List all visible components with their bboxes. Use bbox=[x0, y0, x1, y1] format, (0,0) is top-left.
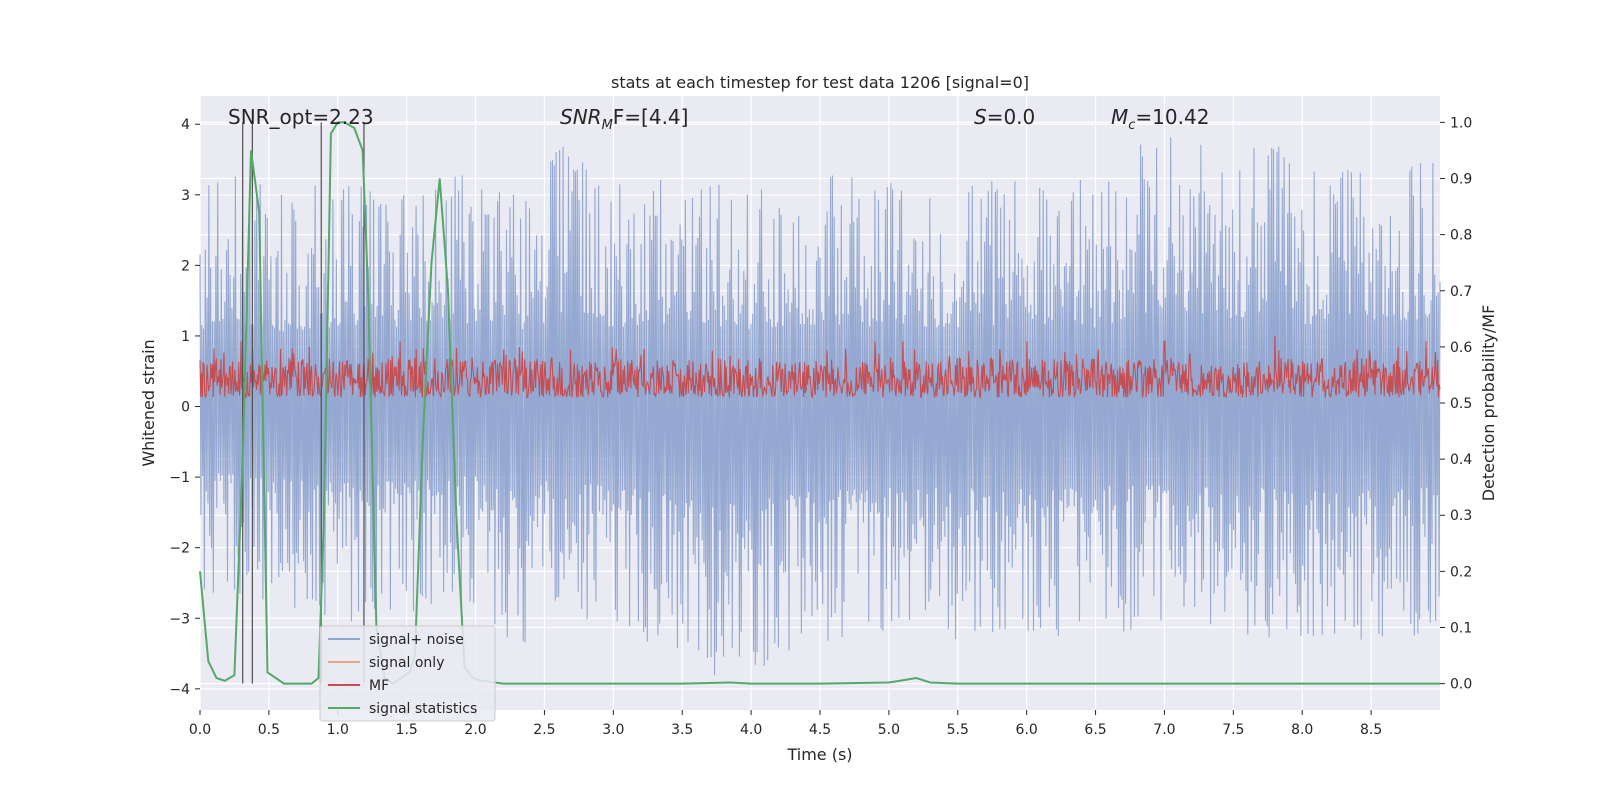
annotation-mc-prefix: M bbox=[1111, 105, 1128, 129]
x-tick-label: 4.0 bbox=[740, 722, 762, 738]
legend-box bbox=[319, 625, 496, 722]
y-tick-label: 2 bbox=[181, 258, 190, 274]
y2-tick-label: 0.1 bbox=[1450, 620, 1472, 636]
annotation-snr-mf: SNRMF=[4.4] bbox=[560, 105, 688, 133]
annotation-snr-mf-prefix: SNR bbox=[560, 105, 602, 129]
y-axis-label: Whitened strain bbox=[139, 339, 158, 466]
annotation-snr-mf-sub: M bbox=[602, 118, 613, 133]
annotation-mc-sub: c bbox=[1128, 118, 1135, 133]
y-tick-label: −3 bbox=[169, 611, 190, 627]
annotation-s-value: =0.0 bbox=[987, 105, 1036, 129]
y2-axis-label: Detection probability/MF bbox=[1479, 305, 1498, 502]
x-tick-label: 6.5 bbox=[1084, 722, 1106, 738]
mf-line bbox=[199, 335, 1441, 400]
x-tick-label: 5.5 bbox=[947, 722, 969, 738]
y-tick-label: 3 bbox=[181, 188, 190, 204]
x-tick-label: 3.5 bbox=[671, 722, 693, 738]
y2-tick-label: 0.0 bbox=[1450, 677, 1472, 693]
legend-label-mf: MF bbox=[369, 678, 389, 694]
x-axis-ticks: 0.0 0.5 1.0 1.5 2.0 2.5 3.0 3.5 4.0 4.5 5.0 5.5 6.0 6… bbox=[189, 710, 1382, 738]
y2-tick-label: 0.7 bbox=[1450, 284, 1472, 300]
annotation-s-prefix: S bbox=[974, 105, 987, 129]
y-axis-ticks: 4 3 2 1 0 −1 −2 −3 −4 bbox=[169, 117, 200, 698]
x-tick-label: 0.5 bbox=[258, 722, 280, 738]
y-tick-label: 0 bbox=[181, 400, 190, 416]
vertical-markers bbox=[242, 122, 365, 684]
annotation-snr-opt: SNR_opt=2.23 bbox=[228, 105, 374, 129]
x-tick-label: 1.5 bbox=[396, 722, 418, 738]
y-tick-label: 4 bbox=[181, 117, 190, 133]
legend-label-signal-statistics: signal statistics bbox=[369, 701, 477, 717]
x-tick-label: 1.0 bbox=[327, 722, 349, 738]
y2-tick-label: 0.2 bbox=[1450, 564, 1472, 580]
y2-tick-label: 0.5 bbox=[1450, 396, 1472, 412]
x-tick-label: 2.0 bbox=[464, 722, 486, 738]
legend-label-signal-only: signal only bbox=[369, 655, 444, 671]
x-tick-label: 8.0 bbox=[1291, 722, 1313, 738]
x-tick-label: 7.0 bbox=[1153, 722, 1175, 738]
legend: signal+ noise signal only MF signal stat… bbox=[319, 625, 496, 722]
x-tick-label: 7.5 bbox=[1222, 722, 1244, 738]
x-tick-label: 6.0 bbox=[1016, 722, 1038, 738]
x-tick-label: 3.0 bbox=[602, 722, 624, 738]
legend-label-signal-noise: signal+ noise bbox=[369, 632, 464, 648]
annotation-snr-mf-value: F=[4.4] bbox=[613, 105, 689, 129]
y2-tick-label: 1.0 bbox=[1450, 115, 1472, 131]
y2-tick-label: 0.8 bbox=[1450, 228, 1472, 244]
x-tick-label: 4.5 bbox=[809, 722, 831, 738]
signal-noise-line bbox=[199, 137, 1441, 676]
annotation-s: S=0.0 bbox=[974, 105, 1035, 129]
x-tick-label: 8.5 bbox=[1360, 722, 1382, 738]
y2-tick-label: 0.6 bbox=[1450, 340, 1472, 356]
y-tick-label: −1 bbox=[169, 470, 190, 486]
y-tick-label: −4 bbox=[169, 682, 190, 698]
x-tick-label: 5.0 bbox=[878, 722, 900, 738]
y2-tick-label: 0.4 bbox=[1450, 452, 1472, 468]
chart-title: stats at each timestep for test data 120… bbox=[611, 73, 1029, 92]
y-tick-label: 1 bbox=[181, 329, 190, 345]
annotation-mc-value: =10.42 bbox=[1135, 105, 1209, 129]
y2-axis-ticks: 1.0 0.9 0.8 0.7 0.6 0.5 0.4 0.3 0.2 0.1 0.0 bbox=[1440, 115, 1472, 693]
signal-noise-series bbox=[199, 137, 1441, 676]
y2-tick-label: 0.9 bbox=[1450, 172, 1472, 188]
y-tick-label: −2 bbox=[169, 541, 190, 557]
x-tick-label: 0.0 bbox=[189, 722, 211, 738]
x-axis-label: Time (s) bbox=[786, 745, 852, 764]
annotation-mc: Mc=10.42 bbox=[1111, 105, 1209, 133]
y2-tick-label: 0.3 bbox=[1450, 508, 1472, 524]
mf-series bbox=[199, 335, 1441, 400]
x-tick-label: 2.5 bbox=[533, 722, 555, 738]
